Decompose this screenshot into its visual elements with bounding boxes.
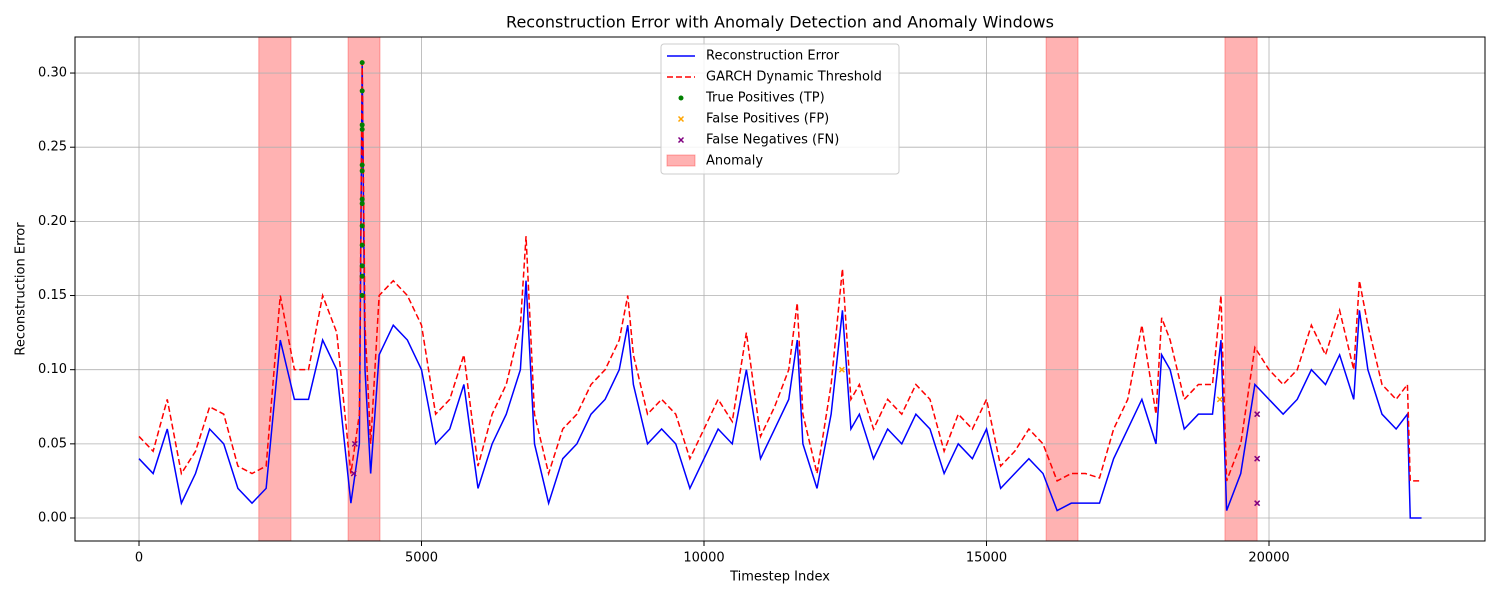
point bbox=[359, 122, 365, 128]
point bbox=[359, 242, 365, 248]
point bbox=[359, 273, 365, 279]
point bbox=[359, 293, 365, 299]
point bbox=[1254, 455, 1261, 462]
x-tick-label: 5000 bbox=[405, 551, 438, 566]
legend: Reconstruction Error GARCH Dynamic Thresh… bbox=[660, 43, 900, 175]
point bbox=[359, 168, 365, 174]
y-axis-label: Reconstruction Error bbox=[14, 222, 29, 356]
legend-swatch bbox=[666, 154, 696, 167]
chart-title: Reconstruction Error with Anomaly Detect… bbox=[506, 13, 1054, 32]
point bbox=[359, 60, 365, 66]
legend-swatch bbox=[678, 95, 684, 101]
point bbox=[350, 470, 357, 477]
legend-swatch bbox=[677, 115, 685, 123]
point bbox=[359, 223, 365, 229]
point bbox=[1254, 411, 1261, 418]
y-tick-label: 0.00 bbox=[38, 511, 67, 526]
x-tick-label: 0 bbox=[135, 551, 143, 566]
y-tick-label: 0.30 bbox=[38, 66, 67, 81]
point bbox=[1216, 396, 1223, 403]
x-tick-label: 10000 bbox=[683, 551, 724, 566]
y-tick-label: 0.15 bbox=[38, 288, 67, 303]
legend-label: True Positives (TP) bbox=[705, 91, 825, 106]
y-tick-label: 0.10 bbox=[38, 362, 67, 377]
point bbox=[359, 162, 365, 168]
x-tick-label: 15000 bbox=[966, 551, 1007, 566]
legend-box bbox=[660, 43, 900, 175]
point bbox=[351, 440, 358, 447]
point bbox=[359, 201, 365, 207]
point bbox=[359, 126, 365, 132]
anomaly-window bbox=[258, 36, 292, 542]
plot-frame bbox=[74, 36, 1486, 542]
point bbox=[359, 196, 365, 202]
point bbox=[1254, 500, 1261, 507]
point bbox=[838, 366, 845, 373]
legend-label: GARCH Dynamic Threshold bbox=[706, 70, 882, 85]
legend-label: False Positives (FP) bbox=[706, 112, 829, 127]
x-tick-label: 20000 bbox=[1248, 551, 1289, 566]
point bbox=[359, 263, 365, 269]
legend-label: Anomaly bbox=[706, 154, 763, 169]
legend-label: False Negatives (FN) bbox=[706, 133, 839, 148]
x-axis-label: Timestep Index bbox=[729, 570, 830, 585]
legend-label: Reconstruction Error bbox=[706, 49, 840, 64]
legend-swatch bbox=[677, 136, 685, 144]
anomaly-window bbox=[1224, 36, 1258, 542]
point bbox=[359, 88, 365, 94]
y-tick-label: 0.20 bbox=[38, 214, 67, 229]
y-tick-label: 0.05 bbox=[38, 436, 67, 451]
y-tick-label: 0.25 bbox=[38, 140, 67, 155]
anomaly-window bbox=[1045, 36, 1079, 542]
